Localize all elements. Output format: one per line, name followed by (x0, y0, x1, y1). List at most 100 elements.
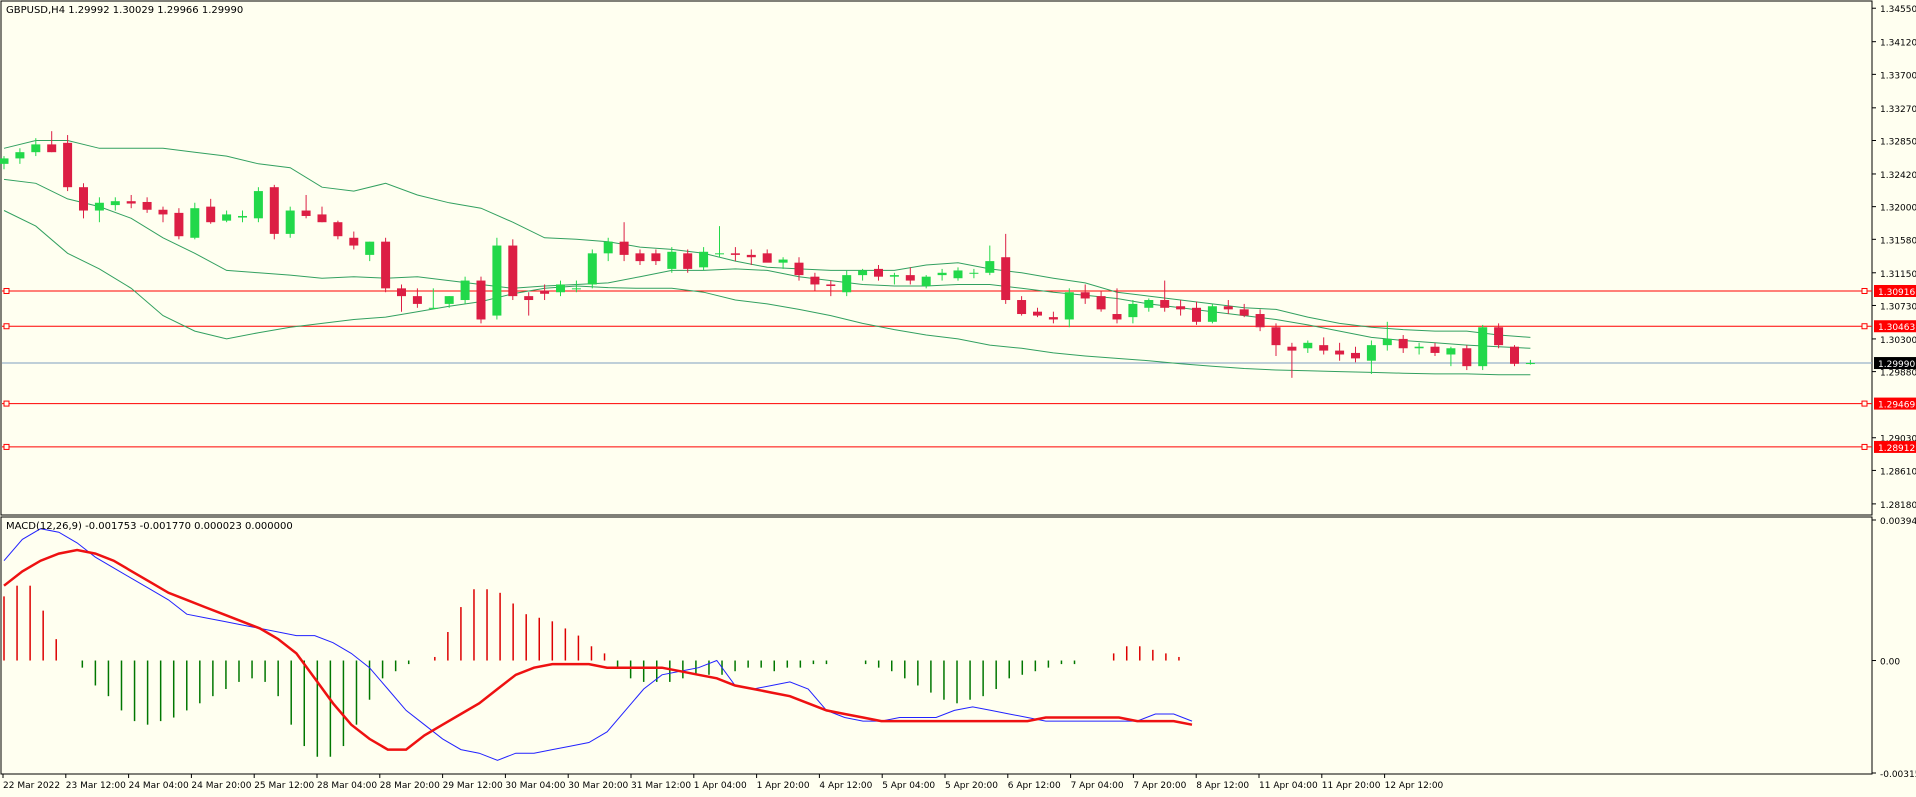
bear-candle-body (47, 144, 57, 153)
time-tick-label: 29 Mar 12:00 (443, 781, 503, 791)
bull-candle-body (699, 251, 709, 268)
bull-candle-body (969, 272, 979, 274)
level-price-tag[interactable] (1874, 397, 1916, 410)
bear-candle-body (1223, 306, 1233, 310)
level-price-tag-label: 1.30463 (1878, 323, 1915, 333)
bull-candle-body (94, 202, 104, 211)
level-price-tag[interactable] (1874, 440, 1916, 453)
bear-candle-body (63, 142, 73, 188)
bear-candle-body (1351, 352, 1360, 359)
price-tick-label: 1.30730 (1880, 302, 1916, 312)
bull-candle-body (253, 191, 263, 219)
price-tick-label: 1.29030 (1880, 435, 1916, 445)
bear-candle-body (1319, 345, 1329, 351)
level-handle-left[interactable] (3, 400, 10, 407)
bear-candle-body (1096, 296, 1106, 310)
bull-candle-body (15, 152, 25, 159)
price-tick-label: 1.33700 (1880, 71, 1916, 81)
bull-candle-body (1207, 306, 1217, 322)
bull-candle-body (1144, 300, 1154, 308)
bull-candle-body (1446, 348, 1456, 355)
bull-candle-body (953, 270, 963, 279)
level-price-tag[interactable] (1874, 320, 1916, 333)
bull-candle-body (238, 215, 247, 218)
price-tick-label: 1.32420 (1880, 171, 1916, 181)
bear-candle-body (142, 201, 152, 210)
time-tick-label: 7 Apr 04:00 (1071, 781, 1124, 791)
time-tick-label: 30 Mar 20:00 (568, 781, 628, 791)
bear-candle-body (269, 187, 279, 234)
price-axis: 1.34550 1.34120 1.33700 1.33270 1.32850 1.324… (1872, 5, 1916, 511)
bear-candle-body (524, 296, 534, 301)
bollinger-bands-layer (3, 140, 1531, 376)
macd-tick-label: 0.003943 (1880, 517, 1916, 527)
bear-candle-body (333, 222, 343, 237)
level-handle-right[interactable] (1861, 287, 1868, 294)
bear-candle-body (317, 214, 327, 223)
bear-candle-body (1255, 314, 1265, 328)
bear-candle-body (651, 253, 661, 262)
main-panel-frame (0, 0, 1873, 516)
bear-candle-body (619, 241, 629, 255)
bear-candle-body (683, 253, 693, 269)
bull-candle-body (842, 275, 852, 293)
bull-candle-body (1382, 338, 1392, 346)
time-tick-label: 7 Apr 20:00 (1133, 781, 1186, 791)
bull-candle-body (1064, 292, 1074, 320)
time-tick-label: 25 Mar 12:00 (254, 781, 314, 791)
bollinger-upper-line (3, 140, 1531, 338)
bear-candle-body (1176, 306, 1186, 310)
bull-candle-body (0, 158, 9, 164)
time-axis: 22 Mar 2022 23 Mar 12:00 24 Mar 04:00 24 Ma… (2, 774, 1444, 791)
bull-candle-body (985, 261, 995, 273)
bear-candle-body (905, 275, 915, 281)
bear-candle-body (397, 288, 406, 297)
level-price-tag-label: 1.29469 (1878, 401, 1915, 411)
macd-axis: 0.003943 0.00 -0.003156 (1872, 517, 1916, 780)
bull-candle-body (858, 270, 868, 276)
bear-candle-body (1112, 314, 1122, 320)
bull-candle-body (667, 251, 677, 269)
bear-candle-body (635, 253, 645, 262)
bull-candle-body (460, 280, 470, 301)
time-tick-label: 5 Apr 20:00 (945, 781, 998, 791)
bear-candle-body (174, 212, 184, 237)
level-handle-left[interactable] (3, 323, 10, 330)
macd-layer (3, 528, 1193, 761)
bull-candle-body (587, 253, 597, 285)
bear-candle-body (1287, 346, 1297, 351)
level-handle-left[interactable] (3, 287, 10, 294)
bear-candle-body (1033, 311, 1042, 316)
bear-candle-body (349, 237, 359, 246)
level-handle-left[interactable] (3, 443, 10, 450)
bull-candle-body (556, 284, 565, 293)
level-handle-right[interactable] (1861, 443, 1868, 450)
candles-layer (0, 131, 1535, 378)
price-tick-label: 1.30300 (1880, 336, 1916, 346)
bear-candle-body (79, 187, 88, 211)
level-handle-right[interactable] (1861, 323, 1868, 330)
bid-price-tag (1874, 357, 1916, 370)
bull-candle-body (1478, 327, 1488, 367)
bull-candle-body (571, 288, 581, 290)
level-handle-right[interactable] (1861, 400, 1868, 407)
time-tick-label: 28 Mar 04:00 (317, 781, 377, 791)
bear-candle-body (874, 268, 883, 277)
bear-candle-body (1510, 346, 1519, 364)
bear-candle-body (1160, 300, 1170, 308)
bear-candle-body (826, 284, 836, 287)
bear-candle-body (1271, 327, 1281, 346)
time-tick-label: 28 Mar 20:00 (380, 781, 440, 791)
price-tick-label: 1.34120 (1880, 39, 1916, 49)
level-price-tag[interactable] (1874, 284, 1916, 297)
level-tags-layer[interactable]: 1.30916 1.30463 1.29469 1.28912 1.29990 (1874, 284, 1916, 454)
price-tick-label: 1.31150 (1880, 270, 1916, 280)
bear-candle-body (412, 296, 422, 304)
bull-candle-body (778, 259, 788, 263)
time-tick-label: 24 Mar 20:00 (191, 781, 251, 791)
bull-candle-body (31, 144, 41, 153)
price-tick-label: 1.32000 (1880, 204, 1916, 214)
macd-header: MACD(12,26,9) -0.001753 -0.001770 0.0000… (6, 521, 293, 532)
